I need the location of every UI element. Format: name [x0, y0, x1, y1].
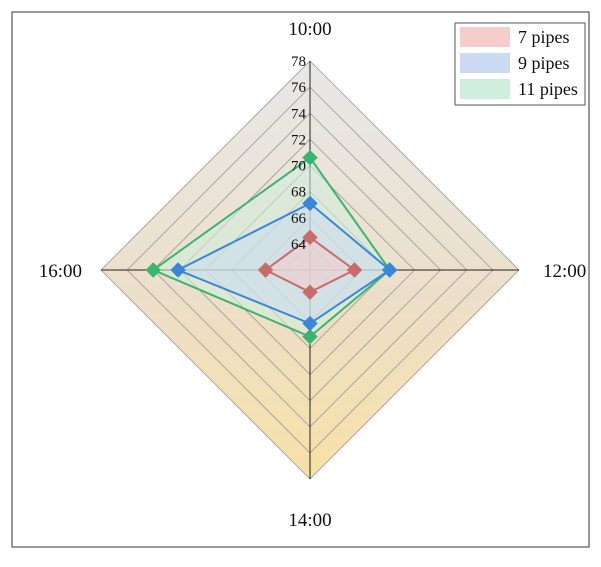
legend-label: 9 pipes [518, 53, 570, 73]
data-point-marker [381, 262, 398, 278]
tick-label: 74 [291, 106, 307, 122]
tick-label: 72 [291, 132, 306, 148]
legend-swatch [460, 79, 510, 99]
tick-label: 66 [291, 211, 307, 227]
legend-label: 11 pipes [518, 79, 578, 99]
legend-swatch [460, 27, 510, 47]
tick-label: 70 [291, 159, 306, 175]
tick-label: 78 [291, 54, 306, 70]
data-point-marker [302, 195, 318, 212]
tick-label: 64 [291, 237, 307, 253]
data-point-marker [346, 262, 363, 278]
tick-label: 68 [291, 185, 306, 201]
axis-category-label: 10:00 [288, 19, 331, 40]
axis-category-label: 14:00 [288, 510, 331, 531]
data-point-marker [302, 149, 318, 166]
data-point-marker [257, 262, 274, 278]
legend-swatch [460, 53, 510, 73]
legend-label: 7 pipes [518, 27, 570, 47]
data-point-marker [170, 262, 186, 278]
axis-category-label: 16:00 [39, 261, 82, 282]
data-point-marker [302, 229, 318, 246]
axis-category-label: 12:00 [543, 261, 586, 282]
tick-label: 76 [291, 80, 307, 96]
data-point-marker [302, 328, 318, 345]
data-point-marker [145, 262, 161, 278]
data-point-marker [302, 284, 318, 300]
data-point-marker [302, 315, 318, 332]
